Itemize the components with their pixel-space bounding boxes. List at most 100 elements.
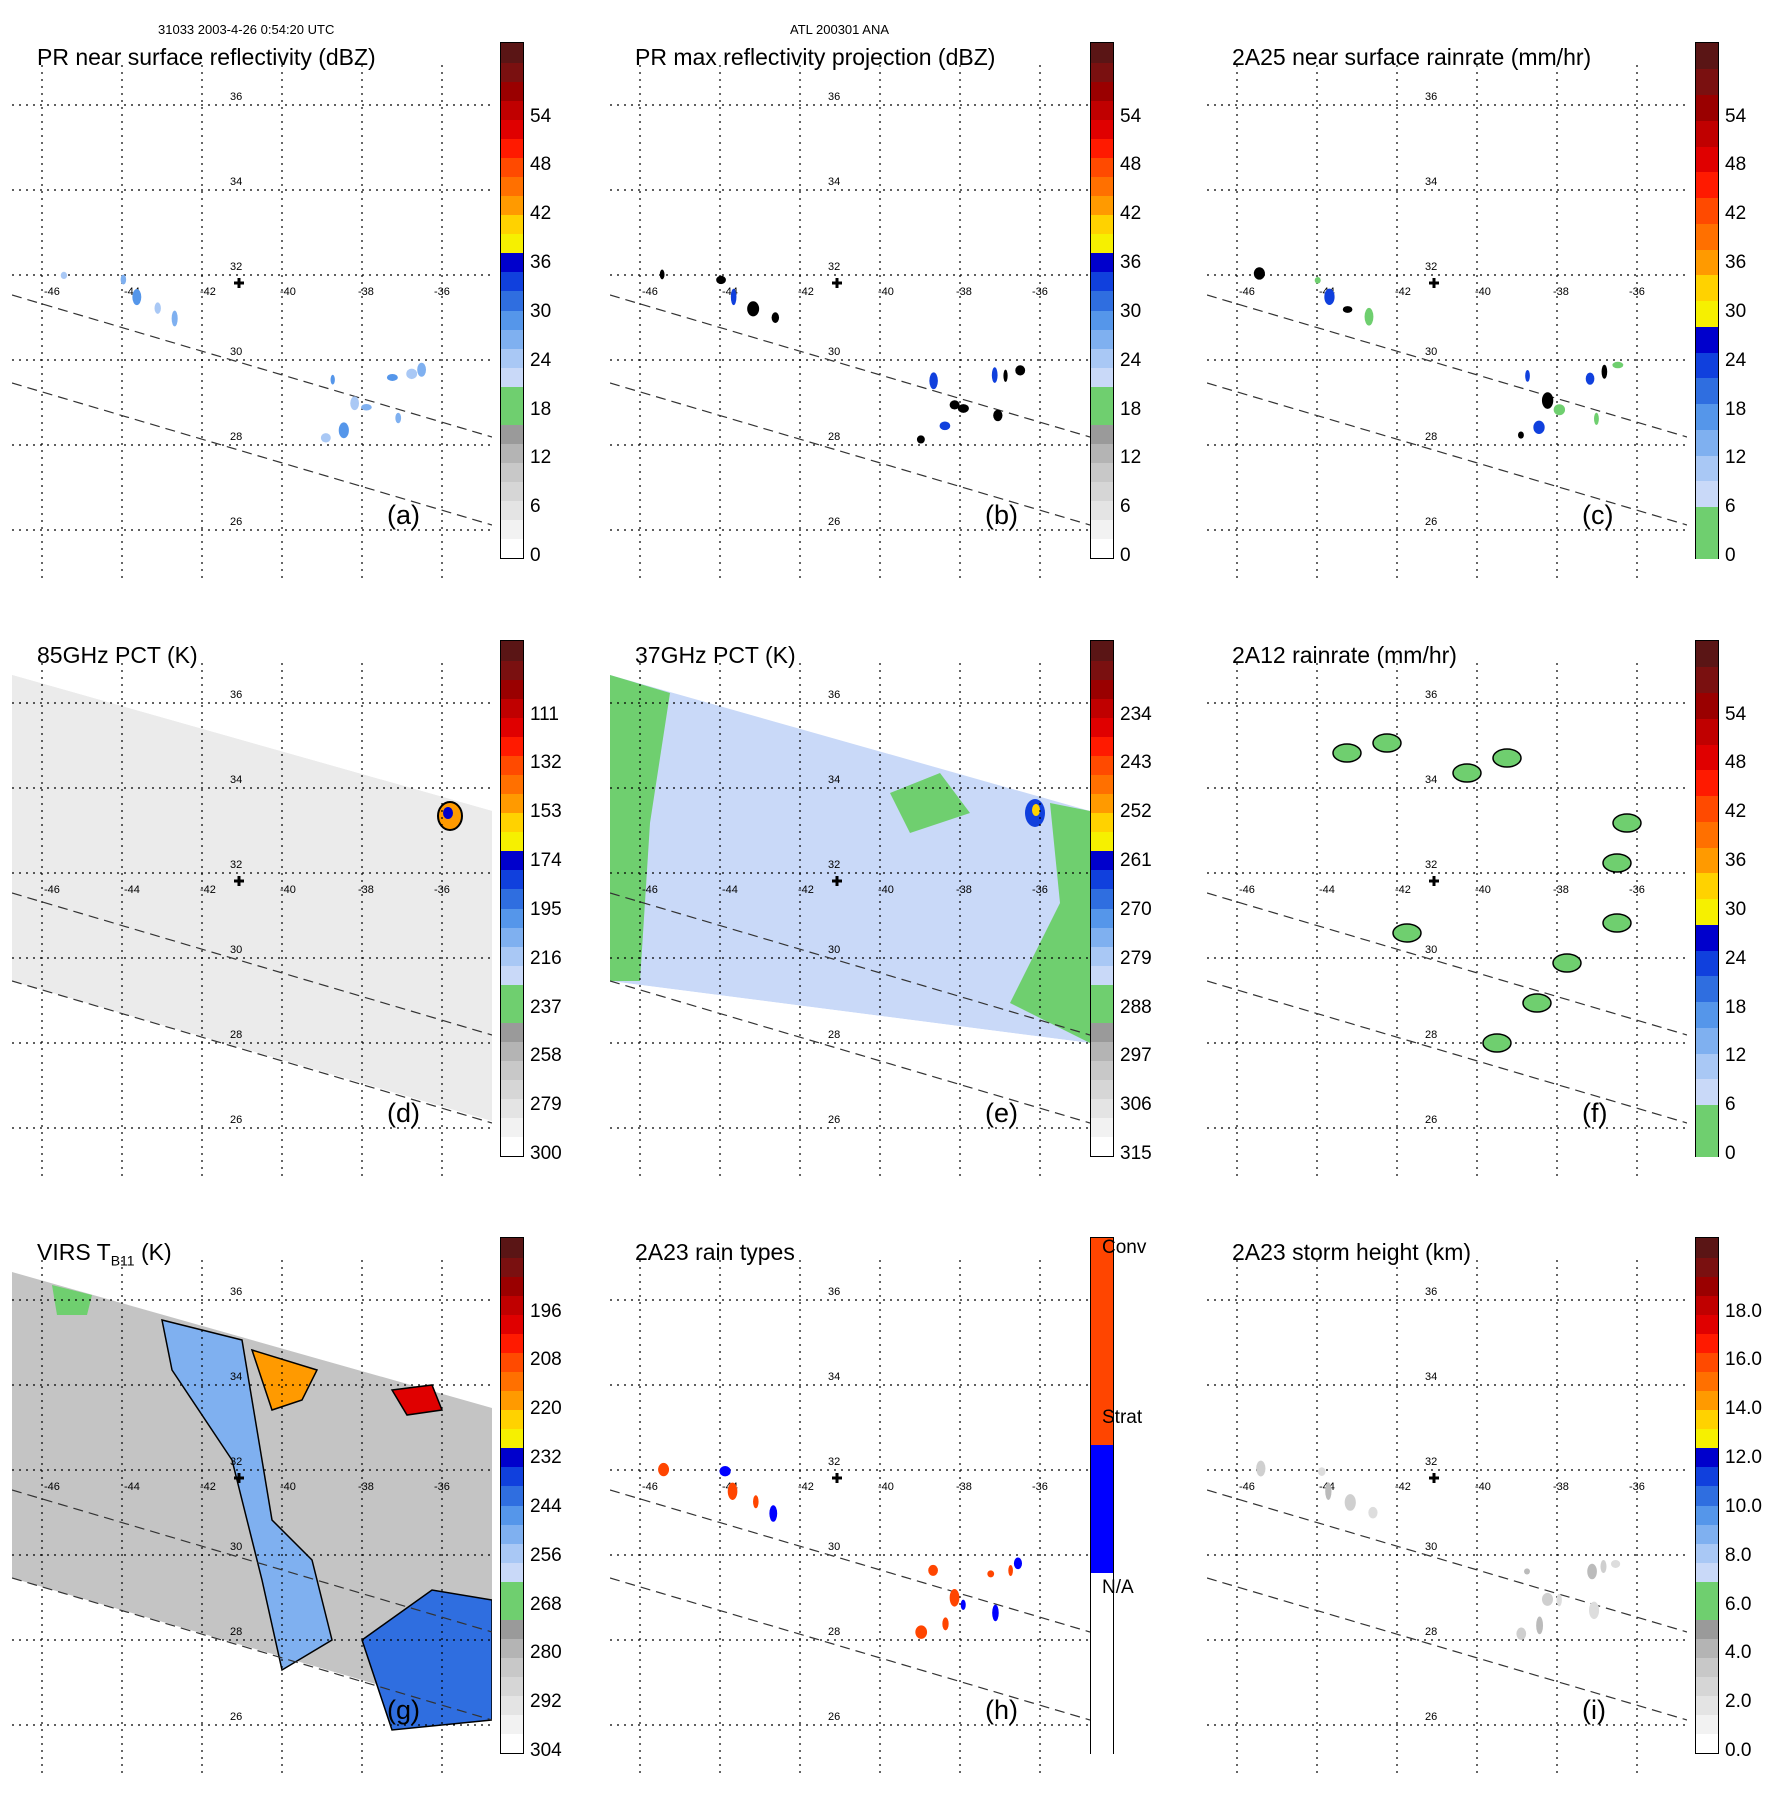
- color-bar-tick: 54: [1120, 105, 1142, 127]
- color-bar-segment: [501, 1238, 523, 1258]
- color-bar-segment: [1091, 233, 1113, 254]
- color-bar: [1695, 640, 1719, 1157]
- echo-cell: [719, 1466, 731, 1477]
- echo-cell: [1525, 369, 1530, 382]
- color-bar-segment: [501, 812, 523, 833]
- lon-label: -38: [956, 884, 972, 896]
- color-bar-segment: [1696, 1600, 1718, 1620]
- color-bar-segment: [1696, 666, 1718, 693]
- lat-label: 36: [1425, 1286, 1437, 1298]
- color-bar-tick: 256: [530, 1544, 562, 1566]
- color-bar-segment: [1091, 1315, 1113, 1342]
- color-bar-segment: [1696, 718, 1718, 745]
- cold-cloud-top: [390, 1384, 444, 1416]
- color-bar-segment: [1696, 68, 1718, 95]
- echo-cell: [1015, 365, 1026, 376]
- color-bar-segment: [1696, 795, 1718, 822]
- color-bar-segment: [1091, 1003, 1113, 1023]
- echo-cell: [361, 403, 372, 411]
- color-bar-segment: [1696, 1027, 1718, 1054]
- color-bar-segment: [1696, 1543, 1718, 1563]
- panel-title: 2A23 rain types: [635, 1239, 795, 1266]
- echo-cell: [1601, 364, 1608, 379]
- panel-title: PR near surface reflectivity (dBZ): [37, 44, 376, 71]
- center-marker: [832, 876, 842, 886]
- color-bar-segment: [1091, 290, 1113, 311]
- panel-title: PR max reflectivity projection (dBZ): [635, 44, 995, 71]
- color-bar-tick: 300: [530, 1143, 562, 1164]
- color-bar-tick: 195: [530, 898, 562, 920]
- swath-boundary: [12, 1489, 492, 1633]
- color-bar-segment: [501, 481, 523, 502]
- lon-label: -44: [722, 884, 738, 896]
- header-center: ATL 200301 ANA: [790, 22, 890, 37]
- color-bar-segment: [501, 271, 523, 292]
- lon-label: -36: [1629, 1481, 1645, 1493]
- panel-title-suffix: (K): [134, 1239, 172, 1265]
- color-bar-tick: 54: [1725, 105, 1747, 127]
- lat-label: 28: [1425, 431, 1437, 443]
- color-bar-tick: 297: [1120, 1045, 1152, 1067]
- color-bar-tick: 36: [1725, 850, 1747, 872]
- color-bar-tick: 30: [1725, 300, 1747, 322]
- swath-edge-mask: [610, 981, 1090, 1043]
- cold-cloud-top: [250, 1348, 319, 1411]
- color-bar-tick: 24: [1120, 349, 1142, 371]
- echo-cell: [395, 412, 402, 424]
- center-marker: [832, 1473, 842, 1483]
- panel-title: 37GHz PCT (K): [635, 642, 796, 669]
- panel-label: (i): [1582, 1695, 1606, 1725]
- lat-label: 30: [828, 346, 840, 358]
- color-bar-segment: [1091, 1289, 1113, 1316]
- color-bar-tick: 6: [1725, 496, 1736, 518]
- color-bar-segment: [501, 1695, 523, 1716]
- color-bar-segment: [501, 755, 523, 775]
- color-bar-segment: [501, 1257, 523, 1277]
- color-bar-segment: [1696, 377, 1718, 404]
- swath-boundary: [12, 1577, 492, 1721]
- color-bar-segment: [1091, 984, 1113, 1004]
- color-bar-segment: [1091, 138, 1113, 158]
- color-bar-segment: [501, 1003, 523, 1023]
- echo-cell: [406, 368, 418, 380]
- color-bar-tick: 6: [530, 496, 541, 518]
- echo-cell: [727, 1482, 738, 1500]
- color-bar-tick: 18: [1725, 996, 1747, 1018]
- color-bar-tick: 111: [530, 703, 559, 725]
- color-bar-segment: [1091, 927, 1113, 947]
- echo-cell: [1342, 306, 1353, 313]
- color-bar-segment: [501, 717, 523, 737]
- lon-label: -36: [1032, 1481, 1048, 1493]
- panel-title-text: 2A12 rainrate (mm/hr): [1232, 642, 1457, 668]
- echo-cell: [350, 396, 360, 411]
- color-bar-segment: [501, 1333, 523, 1353]
- color-bar-segment: [1091, 1701, 1113, 1728]
- color-bar-tick: 288: [1120, 996, 1152, 1018]
- color-bar-segment: [1091, 500, 1113, 521]
- echo-cell: [1536, 1616, 1544, 1635]
- color-bar-segment: [1696, 898, 1718, 925]
- swath-boundary: [610, 382, 1090, 526]
- color-bar-segment: [1091, 1136, 1113, 1157]
- lat-label: 34: [1425, 774, 1437, 786]
- lat-label: 36: [1425, 689, 1437, 701]
- color-bar-segment: [501, 290, 523, 311]
- color-bar-segment: [1091, 965, 1113, 985]
- echo-cell: [1364, 307, 1374, 326]
- echo-cell: [658, 1462, 670, 1477]
- echo-cell: [949, 1588, 960, 1607]
- color-bar-segment: [1696, 1733, 1718, 1754]
- color-bar-segment: [501, 1638, 523, 1659]
- swath-boundary: [1207, 294, 1687, 438]
- panel-label: (c): [1582, 500, 1614, 530]
- panel-title-text: PR near surface reflectivity (dBZ): [37, 44, 376, 70]
- lon-label: -36: [1032, 884, 1048, 896]
- color-bar-tick: 12: [1725, 1045, 1747, 1067]
- color-bar-tick: 42: [1725, 203, 1747, 225]
- swath-boundary: [12, 294, 492, 438]
- color-bar-segment: [1091, 717, 1113, 737]
- echo-cell: [120, 274, 127, 285]
- color-bar-tick: 54: [1725, 703, 1747, 725]
- color-bar-segment: [1696, 171, 1718, 198]
